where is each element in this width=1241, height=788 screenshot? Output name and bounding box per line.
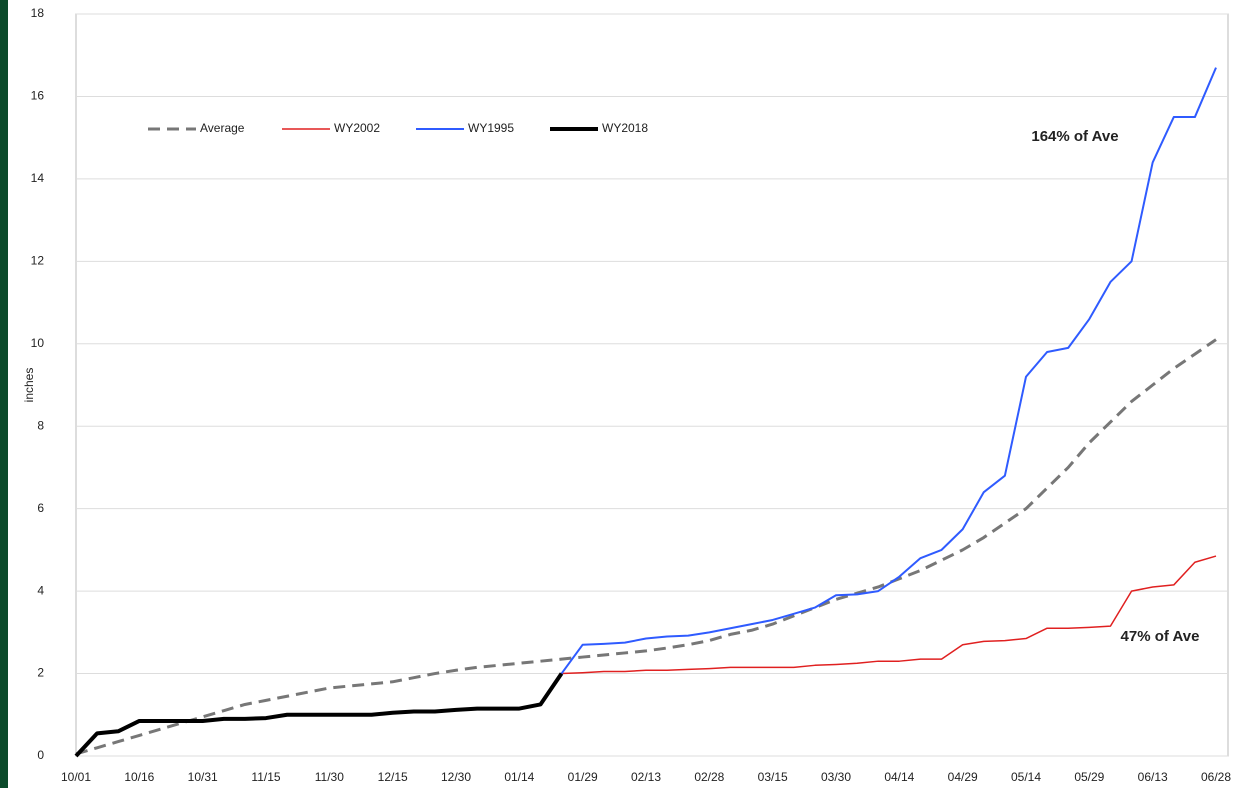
y-tick-label: 12: [31, 254, 45, 268]
x-tick-label: 01/14: [504, 770, 534, 784]
annotation: 47% of Ave: [1121, 628, 1200, 645]
y-tick-label: 4: [37, 583, 44, 597]
y-tick-label: 8: [37, 418, 44, 432]
y-tick-label: 16: [31, 89, 45, 103]
legend-label: WY2002: [334, 121, 380, 135]
legend-label: WY2018: [602, 121, 648, 135]
x-tick-label: 03/15: [758, 770, 788, 784]
x-tick-label: 05/29: [1074, 770, 1104, 784]
x-tick-label: 11/30: [315, 770, 344, 784]
x-tick-label: 10/16: [124, 770, 154, 784]
x-tick-label: 02/28: [694, 770, 724, 784]
y-tick-label: 18: [31, 6, 45, 20]
series-line: [75, 338, 1217, 756]
x-tick-label: 04/14: [884, 770, 914, 784]
x-tick-label: 05/14: [1011, 770, 1041, 784]
x-tick-label: 06/28: [1201, 770, 1231, 784]
x-tick-label: 02/13: [631, 770, 661, 784]
x-tick-label: 10/01: [61, 770, 91, 784]
y-tick-label: 2: [37, 666, 44, 680]
series-line: [560, 67, 1217, 675]
y-axis-label: inches: [22, 368, 36, 403]
y-tick-label: 6: [37, 501, 44, 515]
annotation: 164% of Ave: [1031, 128, 1118, 145]
legend-label: Average: [200, 121, 245, 135]
plot-area: [75, 13, 1229, 757]
x-tick-label: 12/30: [441, 770, 471, 784]
y-tick-label: 14: [31, 171, 45, 185]
series-line: [561, 555, 1217, 675]
y-tick-label: 10: [31, 336, 45, 350]
x-tick-label: 04/29: [948, 770, 978, 784]
chart: inches 0 2 4 6 8 10 12 14 16 18 10/01 10/16 10/31 11/…: [8, 0, 1241, 788]
x-tick-label: 06/13: [1138, 770, 1168, 784]
y-tick-label: 0: [37, 748, 44, 762]
x-tick-label: 12/15: [378, 770, 408, 784]
series-line: [74, 672, 564, 758]
x-tick-label: 10/31: [188, 770, 218, 784]
legend-label: WY1995: [468, 121, 514, 135]
x-tick-label: 11/15: [251, 770, 280, 784]
x-tick-label: 03/30: [821, 770, 851, 784]
x-tick-label: 01/29: [568, 770, 598, 784]
